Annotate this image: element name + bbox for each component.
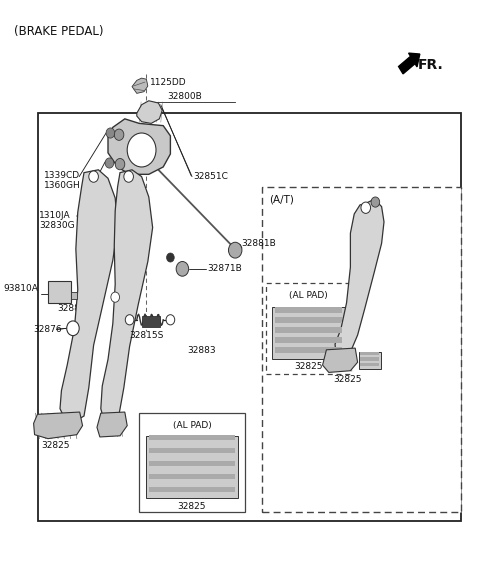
Bar [272,307,345,359]
Circle shape [105,158,114,168]
Polygon shape [34,412,83,439]
Bar [38,113,461,521]
Bar [149,474,235,479]
Polygon shape [101,170,153,420]
Bar [275,317,342,323]
FancyArrow shape [398,53,420,74]
Text: 32830G: 32830G [39,221,75,230]
Text: 32876: 32876 [34,325,62,334]
Polygon shape [97,412,127,437]
Text: (AL PAD): (AL PAD) [173,421,211,430]
Circle shape [106,128,115,138]
Bar [71,292,77,299]
Text: 1360GH: 1360GH [44,181,81,190]
Polygon shape [60,170,118,422]
Text: 32871B: 32871B [207,264,242,273]
Circle shape [127,133,156,167]
Circle shape [114,129,124,140]
Text: 32825: 32825 [334,375,362,384]
Bar [139,413,245,512]
Circle shape [176,261,189,276]
Text: 1339CD: 1339CD [44,171,80,180]
Bar [149,435,235,440]
Text: (AL PAD): (AL PAD) [289,291,328,300]
Polygon shape [335,199,384,358]
Circle shape [371,197,380,207]
Text: 32825: 32825 [294,362,323,371]
Polygon shape [132,78,148,93]
Text: 93810A: 93810A [3,284,38,293]
Bar [149,448,235,453]
Circle shape [67,321,79,336]
Text: 32825: 32825 [178,502,206,511]
Circle shape [228,242,242,258]
Bar [275,347,342,353]
Bar [275,327,342,333]
Text: 32825: 32825 [41,441,70,450]
Text: 32881B: 32881B [241,239,276,248]
Text: FR.: FR. [418,58,444,72]
Text: 1125DD: 1125DD [150,78,186,87]
Bar [360,358,379,361]
Bar [360,352,379,355]
Circle shape [167,253,174,262]
Bar [359,352,381,369]
Text: (A/T): (A/T) [269,194,294,204]
Bar [149,487,235,492]
Text: 32883: 32883 [58,304,86,313]
Circle shape [125,315,134,325]
Circle shape [166,315,175,325]
Bar [262,187,461,512]
Bar [275,307,342,313]
Circle shape [89,171,98,182]
Text: 32815S: 32815S [129,331,164,340]
Circle shape [361,202,371,213]
Circle shape [111,292,120,302]
Bar [266,283,350,374]
Text: (BRAKE PEDAL): (BRAKE PEDAL) [14,25,104,38]
Text: 32800B: 32800B [168,92,202,101]
Text: 32883: 32883 [187,346,216,355]
Bar [142,316,160,327]
Bar [146,436,238,498]
Bar [360,363,379,366]
Circle shape [124,171,133,182]
Circle shape [115,158,125,170]
Bar [149,461,235,466]
Polygon shape [323,348,358,372]
Polygon shape [137,101,162,123]
Text: 1310JA: 1310JA [39,211,71,220]
Bar [48,281,71,303]
Bar [275,337,342,342]
Polygon shape [108,119,170,174]
Text: 32851C: 32851C [193,172,228,181]
